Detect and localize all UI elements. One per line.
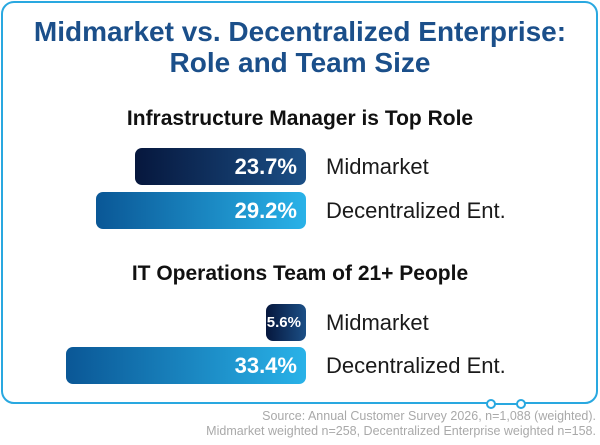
bar-value-label: 5.6% bbox=[266, 314, 301, 331]
series-label-decentralized: Decentralized Ent. bbox=[326, 198, 506, 223]
bar-team-decentralized: 33.4% bbox=[65, 347, 306, 384]
source-line-2: Midmarket weighted n=258, Decentralized … bbox=[206, 424, 596, 438]
section-title-infrastructure-manager: Infrastructure Manager is Top Role bbox=[126, 107, 474, 130]
chart-title-line-1: Midmarket vs. Decentralized Enterprise: bbox=[33, 16, 567, 47]
source-line-1: Source: Annual Customer Survey 2026, n=1… bbox=[262, 409, 596, 423]
bar-infra-decentralized: 29.2% bbox=[95, 192, 306, 229]
series-label-midmarket: Midmarket bbox=[326, 310, 429, 335]
series-label-decentralized: Decentralized Ent. bbox=[326, 353, 506, 378]
bar-value-label: 23.7% bbox=[234, 153, 297, 179]
section-title-it-operations-team: IT Operations Team of 21+ People bbox=[131, 262, 469, 285]
chart-frame bbox=[1, 1, 598, 404]
bar-value-label: 29.2% bbox=[234, 197, 297, 223]
bar-infra-midmarket: 23.7% bbox=[135, 148, 306, 185]
series-label-midmarket: Midmarket bbox=[326, 154, 429, 179]
bar-team-midmarket: 5.6% bbox=[265, 304, 306, 341]
bar-value-label: 33.4% bbox=[234, 352, 297, 378]
chart-title: Midmarket vs. Decentralized Enterprise: … bbox=[0, 16, 600, 78]
source-note: Source: Annual Customer Survey 2026, n=1… bbox=[206, 409, 596, 439]
chart-title-line-2: Role and Team Size bbox=[169, 47, 431, 78]
